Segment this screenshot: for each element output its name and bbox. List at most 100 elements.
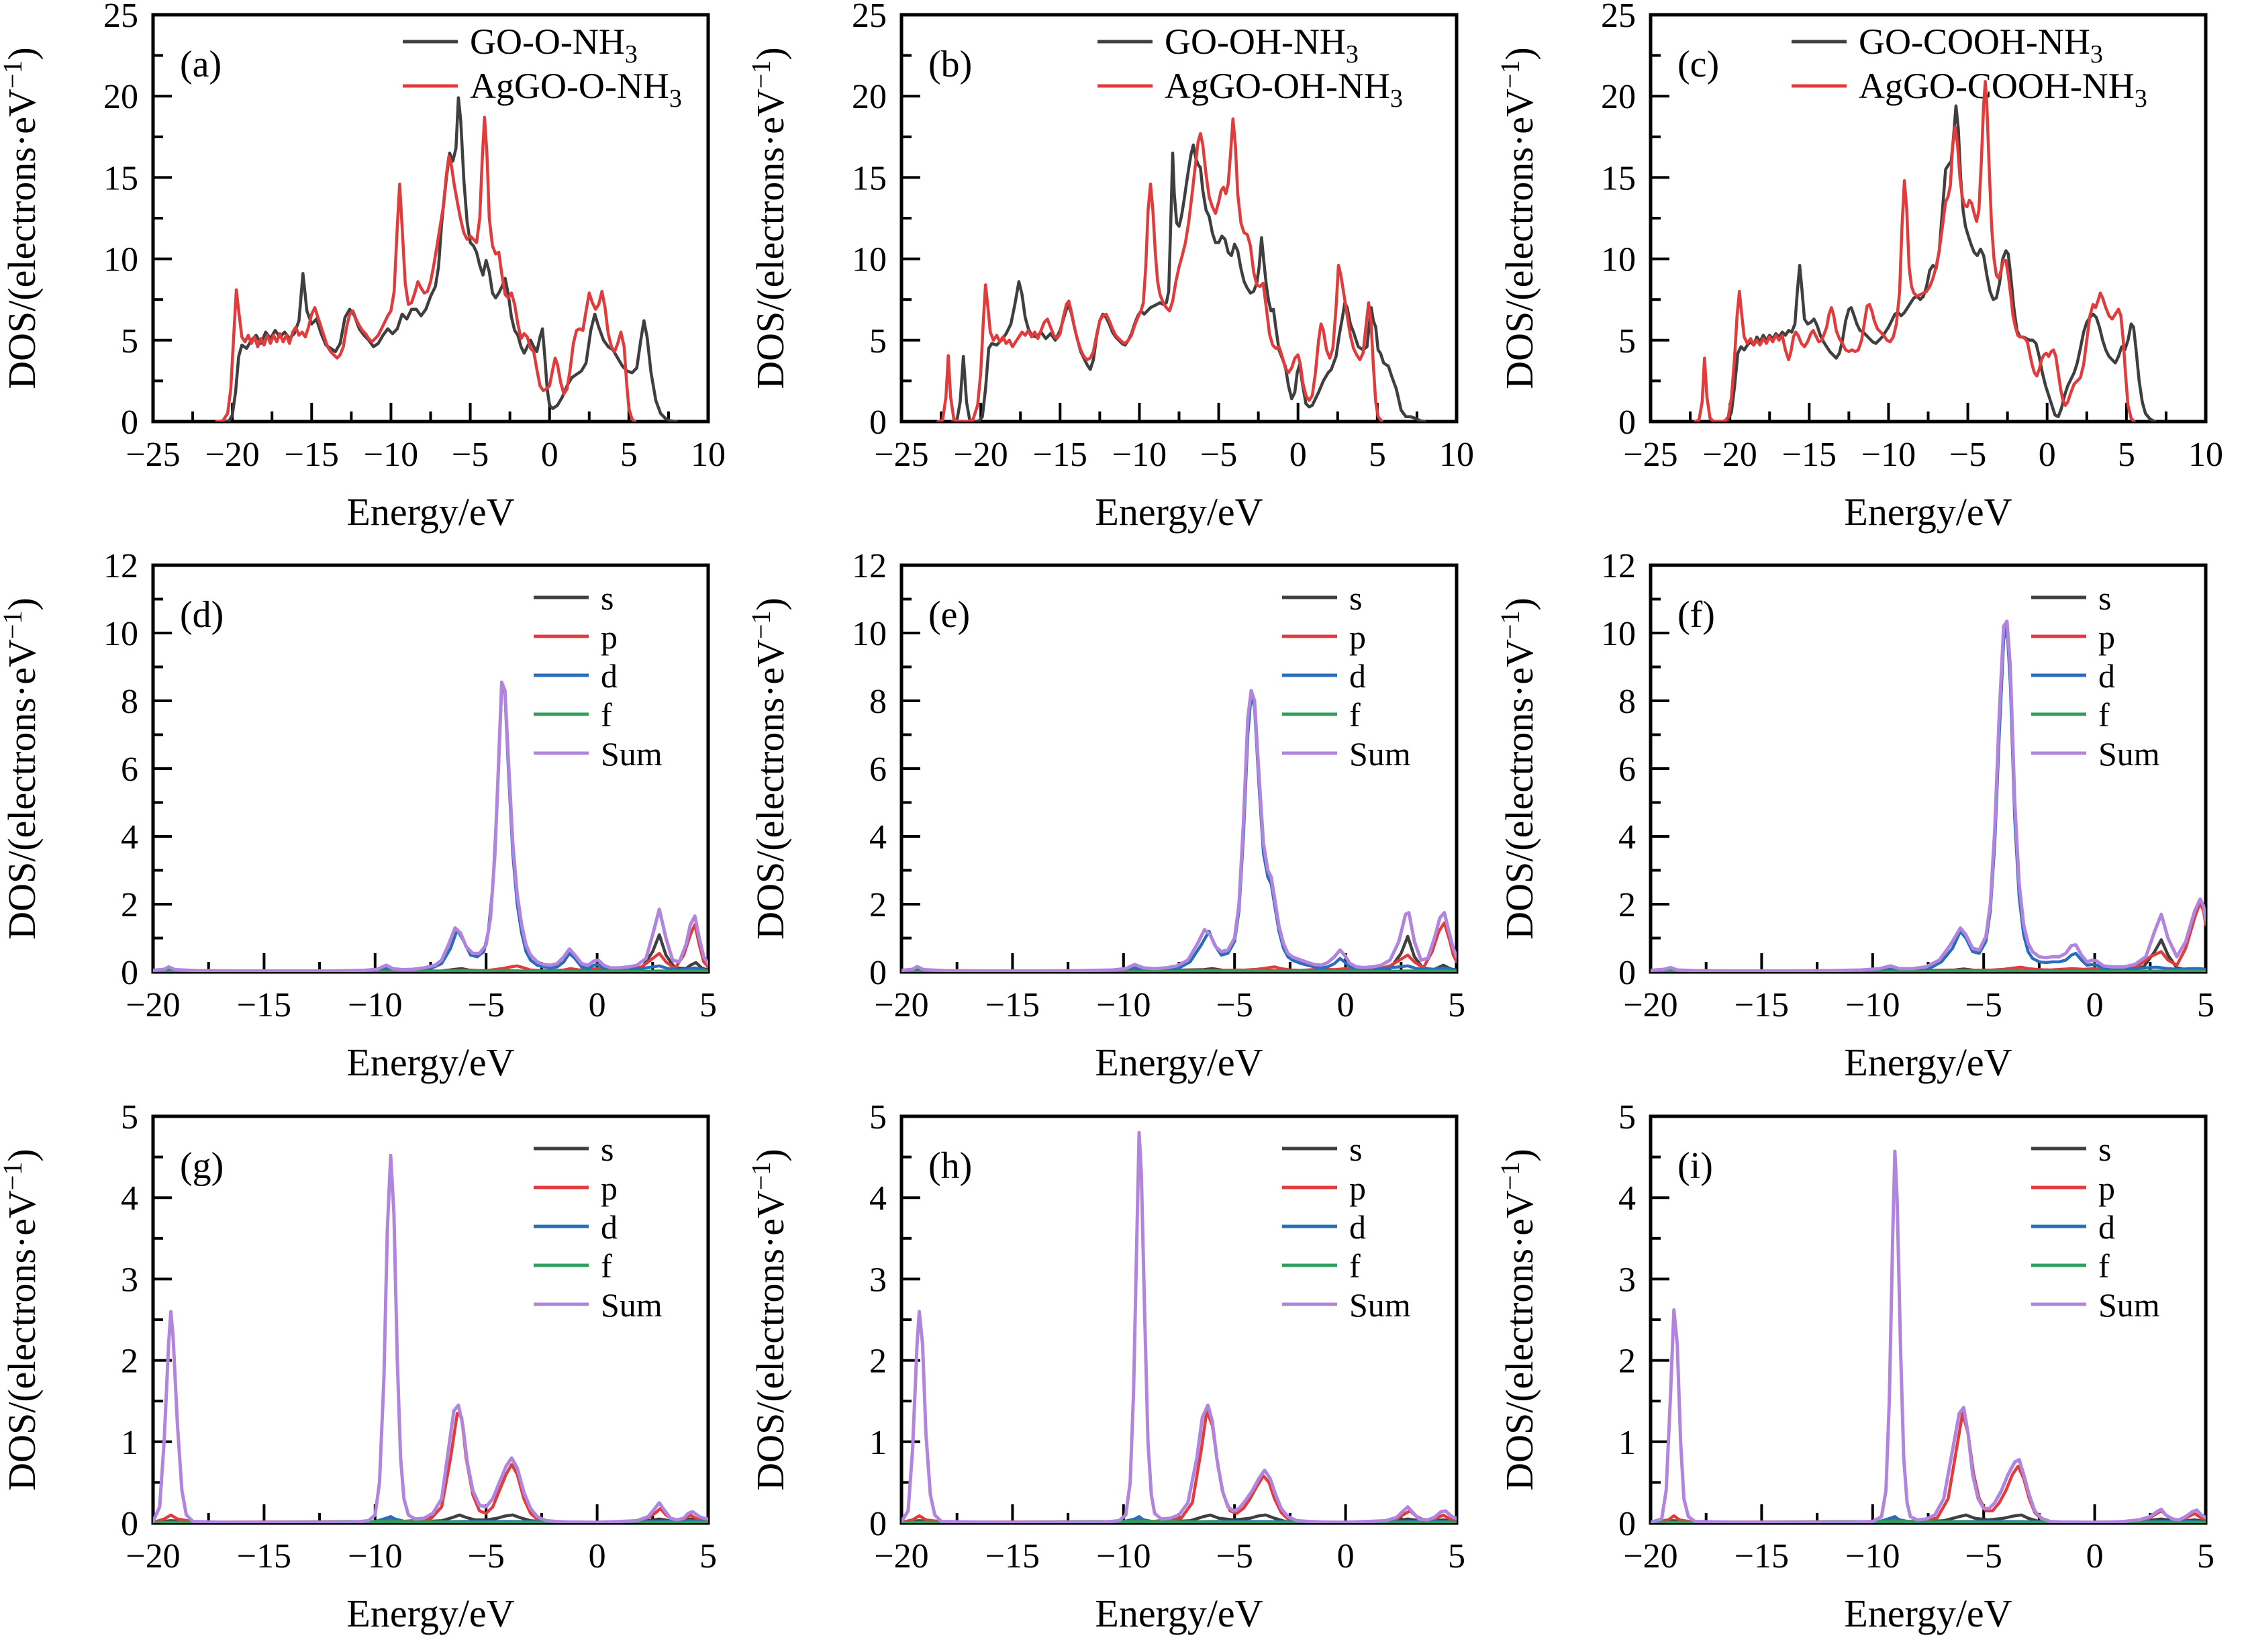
panel-a: −25 −20 −15 −10 −5 0 5 10 0 5 10 15 20 25 Energy/eV DOS… bbox=[0, 0, 726, 534]
legend-label-f: f bbox=[2098, 696, 2110, 734]
x-tick-label: −15 bbox=[985, 1537, 1040, 1575]
y-tick-label: 5 bbox=[121, 1102, 138, 1136]
x-tick-label: 5 bbox=[2118, 436, 2135, 474]
y-tick-label: 4 bbox=[1618, 1179, 1636, 1218]
x-tick-label: −5 bbox=[1200, 436, 1237, 474]
x-tick-label: 0 bbox=[1337, 1537, 1355, 1575]
y-tick-labels: 0 5 10 15 20 25 bbox=[103, 0, 138, 442]
series-Sum bbox=[152, 1153, 708, 1523]
x-tick-label: −25 bbox=[875, 436, 929, 474]
y-tick-label: 3 bbox=[121, 1261, 138, 1299]
y-tick-label: 5 bbox=[869, 322, 887, 360]
y-axis-label: DOS/(electrons·eV−1) bbox=[748, 1149, 792, 1490]
x-tick-label: −15 bbox=[1734, 1537, 1788, 1575]
x-axis-label: Energy/eV bbox=[346, 1592, 514, 1635]
y-tick-labels: 0 1 2 3 4 5 bbox=[869, 1102, 887, 1543]
y-tick-label: 0 bbox=[1618, 1505, 1636, 1543]
series-p bbox=[152, 1411, 708, 1523]
x-tick-label: −20 bbox=[1702, 436, 1757, 474]
x-tick-label: −20 bbox=[205, 436, 259, 474]
y-tick-label: 10 bbox=[852, 615, 887, 653]
x-tick-label: −20 bbox=[126, 1537, 180, 1575]
y-tick-label: 4 bbox=[869, 1179, 887, 1218]
x-axis-label: Energy/eV bbox=[1844, 1592, 2012, 1635]
x-tick-label: −20 bbox=[1623, 1537, 1677, 1575]
legend-label-s: s bbox=[1349, 1130, 1362, 1168]
y-tick-label: 12 bbox=[103, 550, 138, 585]
y-axis-label: DOS/(electrons·eV−1) bbox=[748, 47, 792, 389]
y-tick-label: 20 bbox=[103, 78, 138, 116]
legend-label-d: d bbox=[2098, 1208, 2115, 1246]
x-tick-labels: −25 −20 −15 −10 −5 0 5 10 bbox=[126, 436, 726, 474]
y-tick-label: 6 bbox=[1618, 750, 1636, 789]
y-tick-labels: 0 2 4 6 8 10 12 bbox=[1601, 550, 1636, 992]
series-group bbox=[215, 96, 678, 422]
legend-label-Sum: Sum bbox=[1349, 1286, 1411, 1324]
y-axis-label: DOS/(electrons·eV−1) bbox=[748, 598, 792, 940]
y-axis-label: DOS/(electrons·eV−1) bbox=[0, 47, 44, 389]
series-f bbox=[152, 969, 708, 973]
y-tick-labels: 0 5 10 15 20 25 bbox=[852, 0, 887, 442]
y-tick-label: 0 bbox=[121, 1505, 138, 1543]
x-axis-label: Energy/eV bbox=[1844, 1040, 2012, 1084]
y-tick-label: 2 bbox=[1618, 1342, 1636, 1380]
legend-label-d: d bbox=[1349, 1208, 1366, 1246]
panel-letter: (d) bbox=[180, 594, 224, 636]
x-axis-label: Energy/eV bbox=[1095, 1040, 1263, 1084]
legend-label-GO-OH-NH3: GO-OH-NH3 bbox=[1165, 21, 1359, 68]
x-tick-label: 5 bbox=[1448, 1537, 1465, 1575]
y-tick-label: 25 bbox=[1601, 0, 1636, 35]
panel-letter: (a) bbox=[180, 44, 222, 85]
y-tick-label: 0 bbox=[1618, 403, 1636, 442]
x-tick-label: 10 bbox=[2188, 436, 2223, 474]
y-tick-label: 6 bbox=[869, 750, 887, 789]
x-tick-label: 0 bbox=[541, 436, 558, 474]
x-tick-label: 5 bbox=[620, 436, 638, 474]
series-p bbox=[1650, 901, 2206, 973]
series-d bbox=[1650, 624, 2206, 973]
y-axis-label: DOS/(electrons·eV−1) bbox=[1498, 598, 1541, 940]
panel-letter: (b) bbox=[928, 44, 972, 85]
panel-b: −25 −20 −15 −10 −5 0 5 10 0 5 10 15 20 25 Energy/eV DOS… bbox=[748, 0, 1474, 534]
y-tick-labels: 0 5 10 15 20 25 bbox=[1601, 0, 1636, 442]
series-GO-O-NH3 bbox=[221, 96, 678, 422]
x-tick-label: −5 bbox=[468, 986, 505, 1024]
x-tick-label: −5 bbox=[1216, 1537, 1253, 1575]
x-tick-label: 0 bbox=[2086, 986, 2103, 1024]
panel-letter: (e) bbox=[928, 594, 970, 636]
legend-label-d: d bbox=[601, 1208, 618, 1246]
y-tick-label: 5 bbox=[869, 1102, 887, 1136]
x-axis-label: Energy/eV bbox=[1095, 1592, 1263, 1635]
series-AgGO-O-NH3 bbox=[215, 115, 637, 422]
y-tick-label: 25 bbox=[103, 0, 138, 35]
x-tick-label: −5 bbox=[1965, 986, 2002, 1024]
y-tick-label: 0 bbox=[869, 954, 887, 992]
x-tick-label: 0 bbox=[2038, 436, 2055, 474]
series-Sum bbox=[901, 689, 1457, 973]
x-tick-labels: −20 −15 −10 −5 0 5 bbox=[875, 1537, 1466, 1575]
y-tick-label: 1 bbox=[1618, 1423, 1636, 1461]
legend-label-p: p bbox=[2098, 1169, 2115, 1207]
x-tick-label: 0 bbox=[1337, 986, 1355, 1024]
x-tick-label: −25 bbox=[1623, 436, 1677, 474]
legend-label-p: p bbox=[601, 618, 618, 656]
x-tick-label: −15 bbox=[237, 986, 291, 1024]
legend-label-Sum: Sum bbox=[2098, 735, 2160, 773]
legend-label-Sum: Sum bbox=[1349, 735, 1411, 773]
series-group bbox=[1650, 620, 2206, 973]
x-tick-label: −15 bbox=[285, 436, 339, 474]
x-tick-label: −10 bbox=[1096, 986, 1151, 1024]
x-tick-label: −20 bbox=[1623, 986, 1677, 1024]
y-tick-label: 1 bbox=[869, 1423, 887, 1461]
legend-label-s: s bbox=[2098, 579, 2111, 617]
x-tick-label: −5 bbox=[468, 1537, 505, 1575]
y-tick-label: 10 bbox=[852, 241, 887, 279]
y-tick-label: 25 bbox=[852, 0, 887, 35]
x-tick-label: −5 bbox=[1965, 1537, 2002, 1575]
